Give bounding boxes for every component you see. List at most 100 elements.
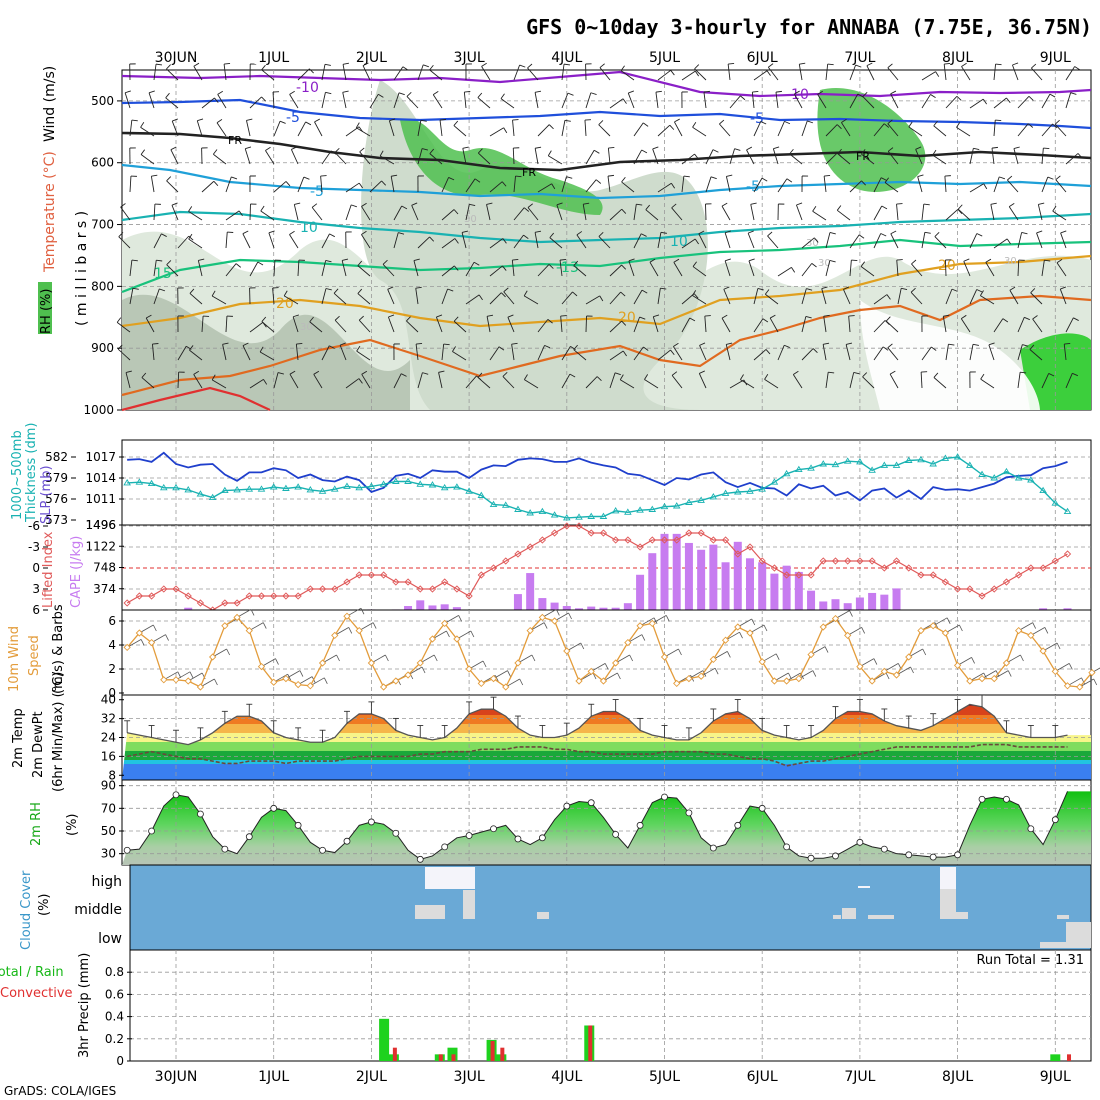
thickness-point	[245, 485, 254, 492]
li-point	[123, 599, 131, 607]
wind-barb	[801, 120, 808, 137]
wind-barb-flag	[486, 202, 493, 205]
wind-barb	[674, 121, 683, 137]
temp-band	[122, 764, 1091, 780]
wind-barb	[222, 344, 227, 361]
thickness-point	[428, 481, 437, 488]
wind-barb-flag	[519, 64, 526, 68]
wind-barb	[265, 150, 275, 165]
wind10-barb	[346, 607, 362, 617]
wind-barb-flag	[972, 343, 979, 346]
thickness-point	[782, 469, 791, 477]
wind-barb	[694, 68, 707, 81]
wind-barb-flag	[547, 319, 553, 324]
wind-barb	[836, 209, 851, 221]
wind-barb	[441, 265, 455, 277]
wind-barb-flag	[823, 314, 830, 317]
cape-bar	[623, 603, 632, 610]
wind-barb-flag	[734, 148, 741, 151]
wind-barb-flag	[639, 316, 646, 320]
wind-barb-flag	[259, 346, 264, 353]
cape-bar	[599, 607, 608, 610]
wind10-barb	[493, 670, 508, 679]
thickness-point	[208, 493, 217, 501]
slp-tick-label: 1496	[85, 518, 116, 532]
precip-gridlines	[130, 950, 1091, 1061]
wind-barb-flag	[342, 258, 349, 261]
li-point	[343, 578, 351, 586]
wind-barb	[481, 66, 491, 81]
temp2m-tick-label: 16	[101, 749, 116, 763]
wind-barb-flag	[660, 287, 667, 290]
wind10-point	[953, 661, 962, 670]
wind-barb-flag	[145, 314, 152, 319]
wind-barb	[821, 288, 827, 305]
wind-barb-flag	[1043, 147, 1050, 150]
wind-barb-flag	[1009, 286, 1016, 291]
wind-barb	[727, 64, 731, 81]
wind-barb	[321, 288, 327, 305]
wind-barb	[534, 148, 539, 165]
wind-barb-flag	[671, 182, 676, 189]
precip-convective-bar	[392, 1047, 397, 1061]
wind-barb-flag	[436, 314, 443, 318]
wind-barb	[896, 204, 899, 221]
cloud-cell	[425, 867, 475, 889]
wind-barb-flag	[152, 343, 159, 345]
wind-barb	[933, 125, 947, 137]
thickness-point	[477, 491, 486, 498]
cape-bar	[672, 533, 681, 610]
wind-barb	[753, 177, 763, 193]
wind10-point	[441, 619, 449, 628]
date-label-top: 8JUL	[942, 50, 973, 66]
wind-barb-flag	[890, 230, 897, 235]
isotherm-15	[121, 238, 1092, 294]
cape-bar	[684, 542, 693, 610]
wind10-barbs	[126, 607, 1100, 688]
wind10-barb-flag	[250, 609, 255, 616]
wind-barb	[129, 120, 133, 137]
wind-barb	[356, 127, 371, 137]
wind-barb-flag	[342, 90, 349, 93]
wind-barb	[283, 295, 299, 305]
wind-barb	[963, 261, 971, 277]
wind-barb-flag	[930, 94, 936, 98]
thickness-point	[318, 487, 327, 494]
wind-barb	[153, 288, 160, 305]
wind-barb-flag	[596, 376, 602, 382]
wind-barb	[887, 123, 899, 137]
chart-title: GFS 0~10day 3-hourly for ANNABA (7.75E, …	[526, 15, 1092, 39]
date-label-top: 2JUL	[356, 50, 387, 66]
wind-barb	[887, 67, 899, 81]
upper-tick-label: 1000	[83, 403, 114, 417]
wind-barb	[921, 232, 926, 249]
wind-barb-flag	[890, 90, 897, 95]
wind-barb-flag	[692, 122, 697, 128]
wind-barb	[165, 97, 179, 109]
wind10-barb-flag	[385, 654, 389, 662]
wind-barb	[801, 316, 807, 333]
thickness-point	[746, 487, 754, 494]
wind10-point	[477, 679, 485, 688]
rh2m-area	[122, 791, 1091, 865]
wind-barb-flag	[378, 93, 384, 98]
wind-barb	[704, 316, 707, 333]
wind10-barb	[981, 670, 997, 679]
wind-barb	[801, 237, 815, 249]
wind-barb-flag	[566, 176, 573, 179]
wind-barb	[406, 320, 419, 333]
wind-barb-flag	[817, 90, 823, 95]
wind-barb-flag	[1060, 286, 1067, 290]
wind-barb-flag	[507, 314, 514, 318]
wind-barb-flag	[710, 176, 717, 180]
wind-barb	[153, 233, 162, 249]
wind-barb	[1017, 123, 1029, 137]
wind10-point	[978, 674, 986, 683]
wind-barb	[765, 293, 779, 305]
dewpoint-label: 2m DewPt	[31, 711, 46, 778]
wind-barb-flag	[559, 258, 567, 261]
wind-barb	[489, 265, 503, 277]
temp2m-tick-label: 40	[101, 693, 116, 707]
wind10-point	[1088, 668, 1096, 677]
